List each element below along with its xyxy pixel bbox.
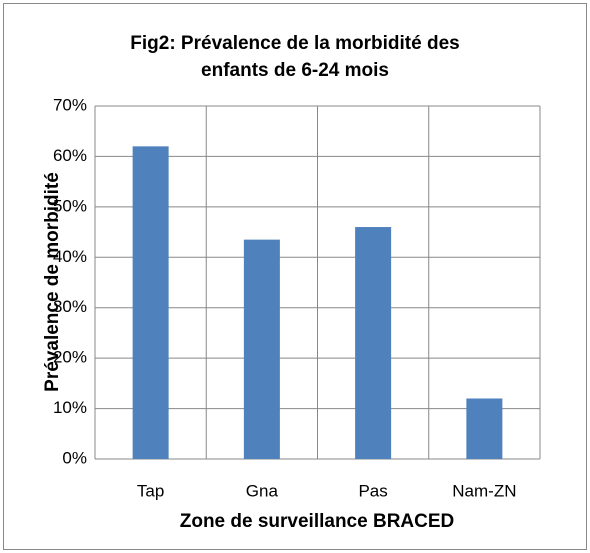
y-tick-label: 0%: [62, 448, 87, 467]
y-tick-label: 60%: [53, 146, 87, 165]
chart-title: Fig2: Prévalence de la morbidité des enf…: [130, 33, 460, 81]
y-tick-label: 30%: [53, 297, 87, 316]
bar: [355, 227, 392, 459]
bar: [466, 398, 503, 459]
y-tick-label: 10%: [53, 398, 87, 417]
x-tick-label: Gna: [246, 481, 279, 500]
x-tick-label: Pas: [358, 481, 387, 500]
x-axis-label: Zone de surveillance BRACED: [180, 511, 455, 532]
y-tick-label: 20%: [53, 348, 87, 367]
x-tick-label: Nam-ZN: [452, 481, 516, 500]
frame: [3, 3, 587, 550]
y-tick-label: 70%: [53, 95, 87, 114]
y-tick-label: 40%: [53, 247, 87, 266]
y-axis-label: Prévalence de morbidité: [42, 172, 63, 392]
bar: [132, 146, 169, 460]
y-tick-label: 50%: [53, 196, 87, 215]
x-tick-label: Tap: [137, 481, 164, 500]
bar: [243, 239, 280, 459]
